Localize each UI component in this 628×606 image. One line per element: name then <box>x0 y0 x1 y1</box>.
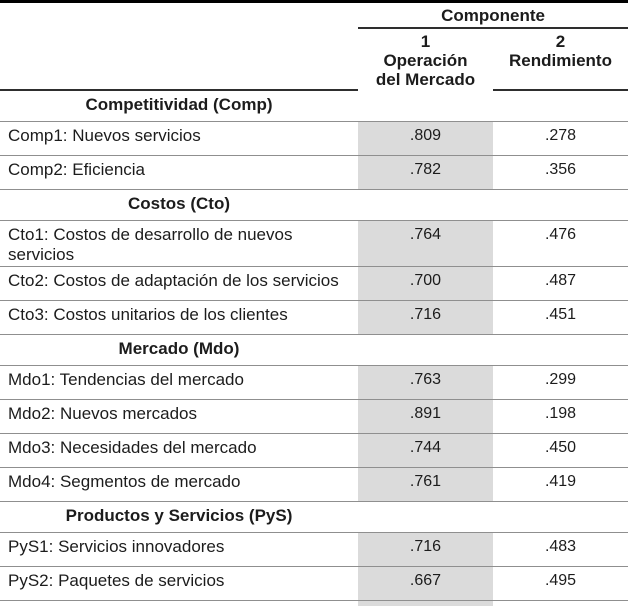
row-label: Mdo3: Necesidades del mercado <box>0 433 358 469</box>
loading-component1: .809 <box>358 121 493 157</box>
column-1-label-line2: del Mercado <box>375 70 476 90</box>
empty-cell <box>493 189 628 222</box>
loading-component1: .761 <box>358 467 493 503</box>
loading-component1: .716 <box>358 300 493 336</box>
row-label: Mdo2: Nuevos mercados <box>0 399 358 435</box>
empty-cell <box>0 601 358 606</box>
row-label: Mdo1: Tendencias del mercado <box>0 365 358 401</box>
table-header: Componente 1 Operación del Mercado 2 Ren… <box>0 1 628 92</box>
shaded-strip-cell <box>358 600 493 606</box>
empty-cell <box>358 501 493 534</box>
spanner-row: Componente <box>0 1 628 29</box>
column-1-label-line1: Operación <box>383 51 468 71</box>
loading-component2: .299 <box>493 365 628 401</box>
section-row-costos: Costos (Cto) <box>0 189 628 222</box>
loading-component1: .667 <box>358 566 493 602</box>
loading-component1: .763 <box>358 365 493 401</box>
loading-component2: .450 <box>493 433 628 469</box>
section-title: Productos y Servicios (PyS) <box>0 501 358 534</box>
empty-cell <box>358 189 493 222</box>
empty-cell <box>358 90 493 123</box>
row-label: PyS2: Paquetes de servicios <box>0 566 358 602</box>
column-header-2: 2 Rendimiento <box>493 28 628 92</box>
empty-cell <box>493 501 628 534</box>
row-label: Cto3: Costos unitarios de los clientes <box>0 300 358 336</box>
column-1-number: 1 <box>420 32 431 51</box>
spanner-title: Componente <box>358 1 628 29</box>
loading-component2: .451 <box>493 300 628 336</box>
column-header-row: 1 Operación del Mercado 2 Rendimiento <box>0 28 628 92</box>
bottom-shading-strip <box>0 600 628 606</box>
table-row-comp1: Comp1: Nuevos servicios .809 .278 <box>0 121 628 157</box>
column-2-label-line1: Rendimiento <box>509 51 612 71</box>
loading-component2: .198 <box>493 399 628 435</box>
row-label: PyS1: Servicios innovadores <box>0 532 358 568</box>
section-row-mercado: Mercado (Mdo) <box>0 334 628 367</box>
table-row-cto3: Cto3: Costos unitarios de los clientes .… <box>0 300 628 336</box>
stub-blank-cell <box>0 2 358 29</box>
table-row-cto2: Cto2: Costos de adaptación de los servic… <box>0 266 628 302</box>
row-label: Comp2: Eficiencia <box>0 155 358 191</box>
empty-cell <box>493 90 628 123</box>
table-row-mdo1: Mdo1: Tendencias del mercado .763 .299 <box>0 365 628 401</box>
loading-component2: .476 <box>493 220 628 268</box>
section-title: Costos (Cto) <box>0 189 358 222</box>
column-2-number: 2 <box>555 32 566 51</box>
table-body: Competitividad (Comp) Comp1: Nuevos serv… <box>0 90 628 606</box>
loading-component1: .782 <box>358 155 493 191</box>
loading-component1: .700 <box>358 266 493 302</box>
row-label: Cto1: Costos de desarrollo de nuevos ser… <box>0 220 358 268</box>
table-row-mdo2: Mdo2: Nuevos mercados .891 .198 <box>0 399 628 435</box>
table-row-pys2: PyS2: Paquetes de servicios .667 .495 <box>0 566 628 602</box>
row-label: Mdo4: Segmentos de mercado <box>0 467 358 503</box>
loading-component2: .419 <box>493 467 628 503</box>
loading-component2: .483 <box>493 532 628 568</box>
stub-header-cell <box>0 28 358 92</box>
loading-component1: .764 <box>358 220 493 268</box>
loading-component1: .716 <box>358 532 493 568</box>
row-label: Comp1: Nuevos servicios <box>0 121 358 157</box>
section-title: Mercado (Mdo) <box>0 334 358 367</box>
empty-cell <box>493 334 628 367</box>
table-row-cto1: Cto1: Costos de desarrollo de nuevos ser… <box>0 220 628 268</box>
section-row-productos-servicios: Productos y Servicios (PyS) <box>0 501 628 534</box>
column-header-1: 1 Operación del Mercado <box>358 28 493 90</box>
section-title: Competitividad (Comp) <box>0 90 358 123</box>
table-row-pys1: PyS1: Servicios innovadores .716 .483 <box>0 532 628 568</box>
loading-component1: .744 <box>358 433 493 469</box>
loading-component2: .356 <box>493 155 628 191</box>
loading-component1: .891 <box>358 399 493 435</box>
empty-cell <box>358 334 493 367</box>
table-row-mdo3: Mdo3: Necesidades del mercado .744 .450 <box>0 433 628 469</box>
table-row-comp2: Comp2: Eficiencia .782 .356 <box>0 155 628 191</box>
empty-cell <box>493 601 628 606</box>
loading-component2: .495 <box>493 566 628 602</box>
row-label: Cto2: Costos de adaptación de los servic… <box>0 266 358 302</box>
table-row-mdo4: Mdo4: Segmentos de mercado .761 .419 <box>0 467 628 503</box>
loading-component2: .487 <box>493 266 628 302</box>
section-row-competitividad: Competitividad (Comp) <box>0 90 628 123</box>
loading-component2: .278 <box>493 121 628 157</box>
